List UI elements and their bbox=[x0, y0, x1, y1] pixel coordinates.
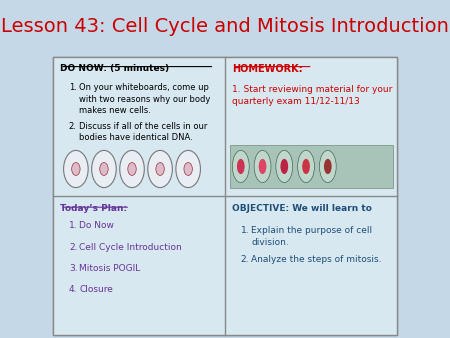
Ellipse shape bbox=[276, 150, 293, 183]
FancyBboxPatch shape bbox=[225, 196, 397, 335]
Ellipse shape bbox=[259, 159, 266, 174]
Text: Mitosis POGIL: Mitosis POGIL bbox=[79, 264, 141, 273]
Text: 2.: 2. bbox=[69, 122, 77, 131]
Text: Discuss if all of the cells in our
bodies have identical DNA.: Discuss if all of the cells in our bodie… bbox=[79, 122, 208, 143]
Ellipse shape bbox=[324, 159, 332, 174]
Ellipse shape bbox=[237, 159, 245, 174]
Ellipse shape bbox=[128, 163, 136, 175]
Text: 1.: 1. bbox=[69, 83, 77, 92]
Text: Lesson 43: Cell Cycle and Mitosis Introduction: Lesson 43: Cell Cycle and Mitosis Introd… bbox=[1, 17, 449, 36]
Ellipse shape bbox=[280, 159, 288, 174]
Text: 3.: 3. bbox=[69, 264, 77, 273]
Ellipse shape bbox=[92, 150, 116, 188]
FancyBboxPatch shape bbox=[53, 196, 225, 335]
Text: Do Now: Do Now bbox=[79, 221, 114, 231]
FancyBboxPatch shape bbox=[230, 145, 393, 188]
FancyBboxPatch shape bbox=[53, 57, 397, 335]
FancyBboxPatch shape bbox=[225, 57, 397, 196]
Text: 1.: 1. bbox=[69, 221, 77, 231]
Text: DO NOW: (5 minutes): DO NOW: (5 minutes) bbox=[60, 64, 169, 73]
Text: 2.: 2. bbox=[241, 255, 249, 264]
Text: On your whiteboards, come up
with two reasons why our body
makes new cells.: On your whiteboards, come up with two re… bbox=[79, 83, 211, 115]
Ellipse shape bbox=[72, 163, 80, 175]
Text: 1.: 1. bbox=[241, 226, 249, 236]
Text: 1. Start reviewing material for your
quarterly exam 11/12-11/13: 1. Start reviewing material for your qua… bbox=[232, 84, 392, 106]
Text: OBJECTIVE: We will learn to: OBJECTIVE: We will learn to bbox=[232, 204, 372, 214]
Ellipse shape bbox=[184, 163, 192, 175]
Text: Closure: Closure bbox=[79, 285, 113, 294]
Ellipse shape bbox=[320, 150, 336, 183]
Ellipse shape bbox=[302, 159, 310, 174]
Text: Today’s Plan:: Today’s Plan: bbox=[60, 204, 127, 214]
Text: Analyze the steps of mitosis.: Analyze the steps of mitosis. bbox=[251, 255, 382, 264]
Text: HOMEWORK:: HOMEWORK: bbox=[232, 64, 303, 74]
Ellipse shape bbox=[176, 150, 200, 188]
Ellipse shape bbox=[100, 163, 108, 175]
Ellipse shape bbox=[156, 163, 164, 175]
Ellipse shape bbox=[120, 150, 144, 188]
Ellipse shape bbox=[232, 150, 249, 183]
Ellipse shape bbox=[148, 150, 172, 188]
Ellipse shape bbox=[297, 150, 315, 183]
Ellipse shape bbox=[254, 150, 271, 183]
FancyBboxPatch shape bbox=[53, 57, 225, 196]
Text: 2.: 2. bbox=[69, 243, 77, 252]
Text: Cell Cycle Introduction: Cell Cycle Introduction bbox=[79, 243, 182, 252]
Text: Explain the purpose of cell
division.: Explain the purpose of cell division. bbox=[251, 226, 373, 247]
Text: 4.: 4. bbox=[69, 285, 77, 294]
Ellipse shape bbox=[63, 150, 88, 188]
